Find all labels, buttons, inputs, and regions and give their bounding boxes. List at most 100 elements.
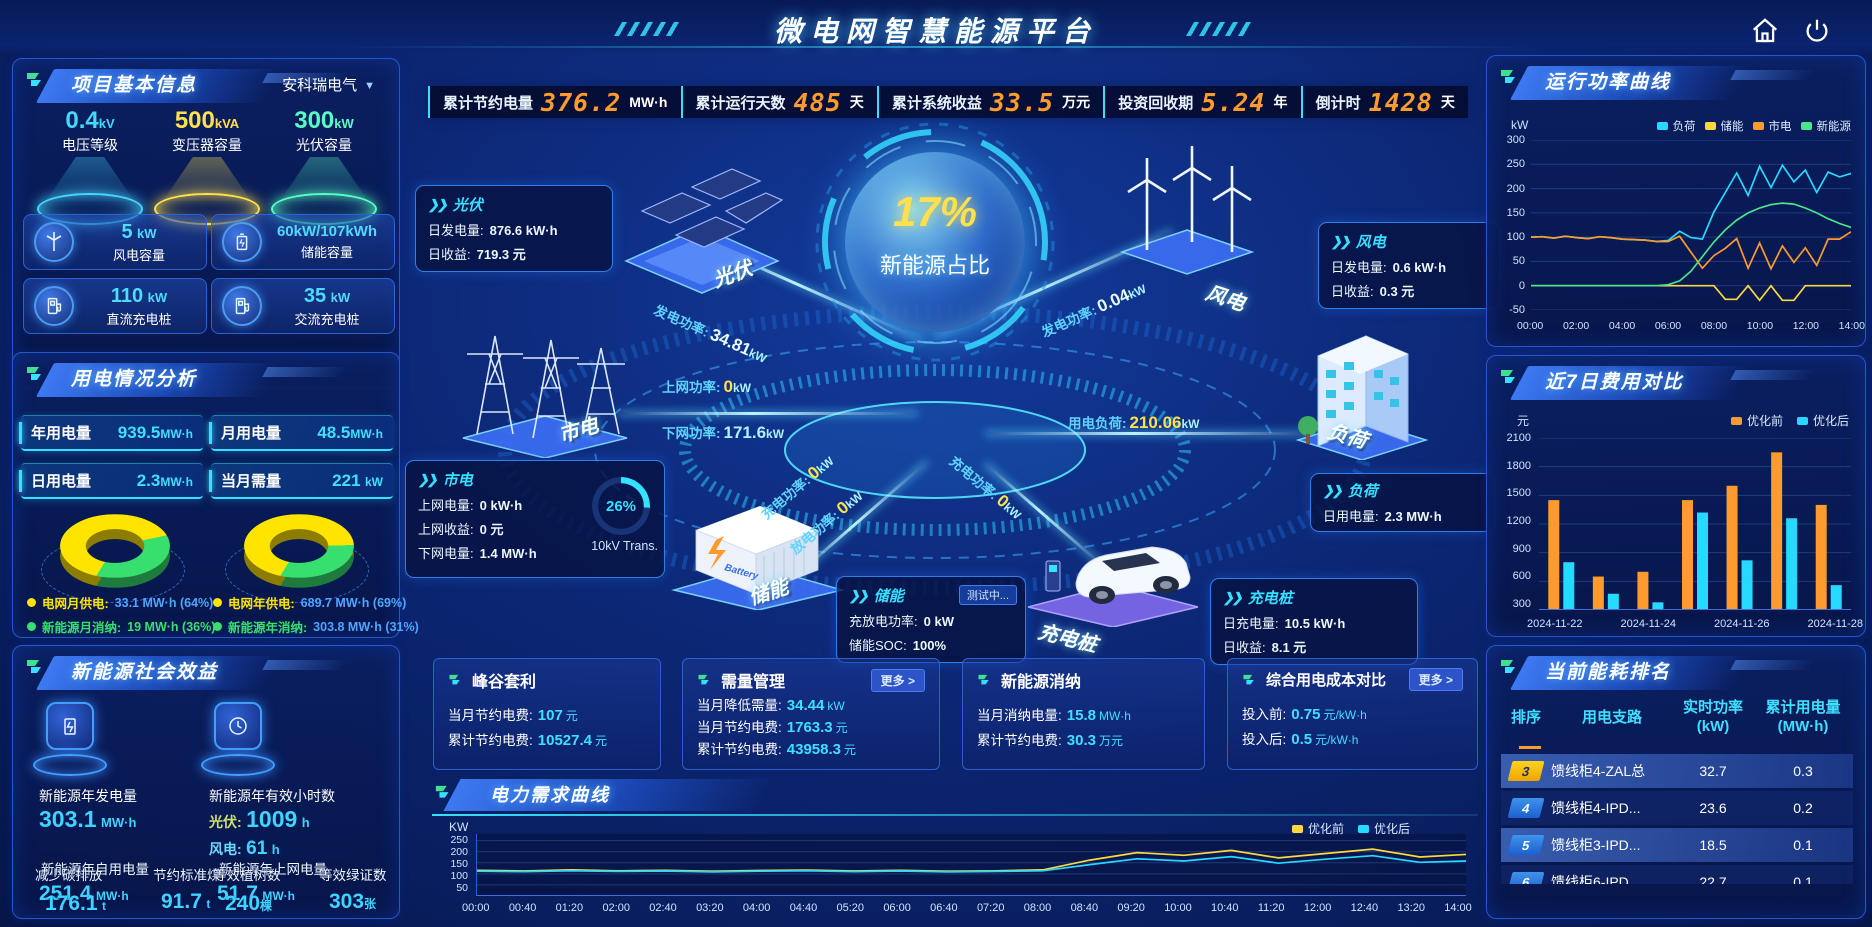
branch-name: 馈线柜3-IPD... xyxy=(1551,837,1641,853)
demand-x-ticks: 00:00 00:40 01:20 02:00 02:40 03:20 04:00 04:40… xyxy=(462,902,1472,914)
realtime-power: 18.5 xyxy=(1699,837,1727,853)
chevrons-icon: ❯❯ xyxy=(1223,589,1243,605)
stat-value: 221 xyxy=(332,470,361,490)
chevrons-icon: ❯❯ xyxy=(1323,482,1343,498)
legend-item[interactable]: 市电 xyxy=(1752,118,1792,134)
realtime-power: 23.6 xyxy=(1699,800,1727,816)
extra-label-certs: 等效绿证数 xyxy=(319,868,387,883)
legend-item[interactable]: 新能源月消纳: 19 MW·h (36%) xyxy=(27,617,215,636)
power-icon[interactable] xyxy=(1802,16,1832,46)
legend-swatch xyxy=(1800,122,1812,130)
legend-item[interactable]: 优化前 xyxy=(1730,412,1783,429)
benefit-gen-label: 新能源年发电量 xyxy=(39,788,137,804)
panel-title: 电力需求曲线 xyxy=(490,785,610,805)
pv-label: 光伏: xyxy=(209,814,242,830)
panel-power-curve: 运行功率曲线 kW 负荷 储能 市电 新能源 300 250 200 150 100 50 0 -5… xyxy=(1486,55,1866,347)
benefit-hours-pv: 光伏: 1009 h xyxy=(209,806,310,833)
legend-item[interactable]: 负荷 xyxy=(1656,118,1696,134)
power-x-ticks: 00:00 02:00 04:00 06:00 08:00 10:00 12:00 14:00 xyxy=(1517,320,1865,332)
card-corner-icon xyxy=(698,674,709,685)
ranking-table-body: 3 馈线柜4-ZAL总 32.7 0.3 4 馈线柜4-IPD... 23.6 … xyxy=(1501,754,1853,884)
stat-value: 48.5 xyxy=(317,422,351,442)
kpi-value: 376.2 xyxy=(541,87,622,117)
legend-item[interactable]: 新能源 xyxy=(1800,118,1851,134)
kpi-countdown: 倒计时 1428 天 xyxy=(1300,86,1468,118)
ac-charger-icon xyxy=(222,286,262,326)
donut-year-face xyxy=(244,514,354,578)
stat-label: 当月需量 xyxy=(221,473,282,490)
legend-dot xyxy=(27,622,36,631)
extra-value-self-use: 251.4 MW·h xyxy=(39,882,129,905)
tile-label: 储能容量 xyxy=(300,245,353,260)
card-renewable-consumption: 新能源消纳 当月消纳电量: 15.8 MW·h 累计节约电费: 30.3 万元 xyxy=(962,658,1205,770)
tile-value: 5 xyxy=(121,220,133,243)
legend-swatch xyxy=(1656,122,1668,130)
company-dropdown[interactable]: 安科瑞电气 ▼ xyxy=(282,65,375,107)
title-decoration-right xyxy=(1185,22,1259,36)
tile-value: 60kW/107kWh xyxy=(276,223,378,240)
total-energy: 0.2 xyxy=(1793,800,1813,816)
demand-curve-chart xyxy=(476,834,1466,896)
donut-month-legend: 电网月供电: 33.1 MW·h (64%) 新能源月消纳: 19 MW·h (… xyxy=(27,593,215,636)
legend-item[interactable]: 储能 xyxy=(1704,118,1744,134)
gauge-label: 电压等级 xyxy=(62,137,118,153)
more-button[interactable]: 更多 > xyxy=(870,668,925,692)
light-cone xyxy=(163,157,251,201)
donut-chart-month xyxy=(35,511,195,607)
legend-item[interactable]: 优化后 xyxy=(1796,412,1849,429)
chevrons-icon: ❯❯ xyxy=(1331,233,1351,249)
donut-year-legend: 电网年供电: 689.7 MW·h (69%) 新能源年消纳: 303.8 MW… xyxy=(213,593,419,636)
beam-grid-to-center xyxy=(618,412,918,415)
renewable-share-value: 17% xyxy=(892,188,978,235)
power-y-axis-label: kW xyxy=(1511,118,1529,132)
divider-dash xyxy=(1519,746,1541,749)
kpi-label: 投资回收期 xyxy=(1118,94,1194,112)
kpi-unit: 万元 xyxy=(1062,94,1091,110)
flow-grid-supply-power: 下网功率: 171.6kW xyxy=(662,423,785,442)
legend-item[interactable]: 电网月供电: 33.1 MW·h (64%) xyxy=(27,593,215,612)
panel-title: 近7日费用对比 xyxy=(1545,372,1684,393)
tile-ac-charger: 35 kW 交流充电桩 xyxy=(211,278,395,334)
tile-label: 风电容量 xyxy=(112,247,165,263)
demand-y-axis-label: KW xyxy=(449,820,469,834)
power-curve-chart xyxy=(1531,140,1851,310)
panel-demand-curve-header: 电力需求曲线 xyxy=(432,776,1478,816)
panel-title: 运行功率曲线 xyxy=(1545,72,1672,93)
card-demand-management: 需量管理 更多 > 当月降低需量: 34.44 kW 当月节约电费: 1763.3 元 累… xyxy=(682,658,940,770)
realtime-power: 22.7 xyxy=(1699,874,1727,884)
home-icon[interactable] xyxy=(1750,16,1780,46)
legend-label: 新能源年消纳: xyxy=(228,621,308,635)
gauge-value: 0.4 xyxy=(65,107,99,134)
legend-item[interactable]: 优化前 xyxy=(1292,820,1344,837)
panel-cost-compare: 近7日费用对比 元 优化前 优化后 2100 1800 1500 1200 900 600 3… xyxy=(1486,355,1866,637)
panel-usage-analysis: 用电情况分析 年用电量 939.5MW·h 月用电量 48.5MW·h 日用电量… xyxy=(12,352,419,638)
unit: h xyxy=(271,842,280,857)
renewable-share-label: 新能源占比 xyxy=(879,253,990,278)
usage-stat-demand: 当月需量 221 kW xyxy=(209,463,393,499)
legend-dot xyxy=(27,598,36,607)
legend-item[interactable]: 新能源年消纳: 303.8 MW·h (31%) xyxy=(213,617,419,636)
legend-swatch xyxy=(1730,416,1742,425)
top-bar: 微电网智慧能源平台 xyxy=(0,0,1872,54)
kpi-unit: 年 xyxy=(1273,94,1288,110)
panel-title: 当前能耗排名 xyxy=(1545,662,1672,683)
flow-feed-in-power: 上网功率: 0kW xyxy=(662,377,751,396)
legend-swatch xyxy=(1292,824,1303,833)
total-energy: 0.1 xyxy=(1793,837,1813,853)
kpi-system-profit: 累计系统收益 33.5 万元 xyxy=(876,86,1103,118)
legend-item[interactable]: 优化后 xyxy=(1358,820,1410,837)
sphere-rings xyxy=(815,122,1055,362)
rank-badge: 5 xyxy=(1507,835,1545,855)
legend-label: 电网月供电: xyxy=(42,597,109,611)
more-button[interactable]: 更多 > xyxy=(1408,668,1463,691)
extra-label-self-use: 新能源年自用电量 xyxy=(41,862,149,877)
unit: MW·h xyxy=(101,815,137,830)
hours-clock-icon xyxy=(199,702,277,776)
generation-icon xyxy=(31,702,109,776)
demand-chart-legend: 优化前 优化后 xyxy=(1292,820,1410,837)
legend-item[interactable]: 电网年供电: 689.7 MW·h (69%) xyxy=(213,593,419,612)
info-box-load: ❯❯ 负荷 日用电量: 2.3 MW·h xyxy=(1310,473,1495,532)
gauge-unit: kVA xyxy=(214,116,240,131)
gauge-voltage-level: 0.4kV 电压等级 xyxy=(29,107,151,225)
kpi-label: 累计节约电量 xyxy=(443,94,534,112)
